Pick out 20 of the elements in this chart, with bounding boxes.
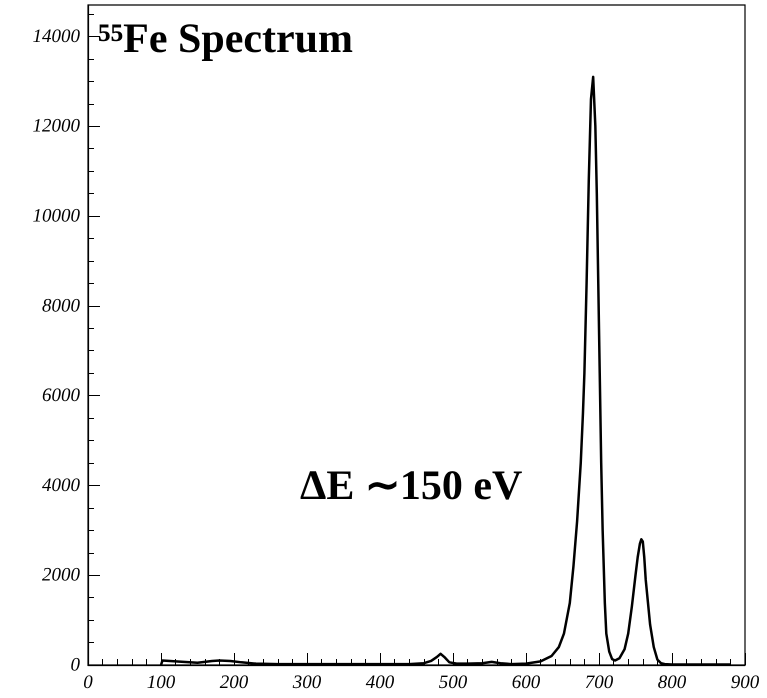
x-tick-label: 700 (584, 672, 614, 693)
y-tick-label: 12000 (32, 116, 80, 137)
x-tick-label: 300 (292, 672, 322, 693)
x-tick-label: 200 (220, 672, 249, 693)
annotation: ΔE ∼150 eV (300, 463, 522, 509)
y-tick-label: 4000 (42, 474, 80, 496)
x-tick-label: 600 (512, 672, 541, 693)
y-tick-label: 14000 (32, 26, 80, 47)
x-tick-label: 800 (658, 672, 687, 693)
y-tick-label: 2000 (42, 564, 80, 586)
y-tick-label: 10000 (32, 206, 80, 227)
x-tick-label: 500 (438, 672, 468, 693)
x-tick-label: 900 (730, 672, 760, 693)
x-tick-label: 0 (83, 672, 94, 693)
y-tick-label: 0 (70, 654, 80, 676)
x-tick-label: 400 (366, 672, 395, 693)
x-tick-label: 100 (146, 672, 176, 693)
y-tick-label: 8000 (42, 295, 80, 316)
chart-title: ⁵⁵Fe Spectrum (98, 16, 353, 62)
y-tick-label: 6000 (42, 385, 80, 406)
